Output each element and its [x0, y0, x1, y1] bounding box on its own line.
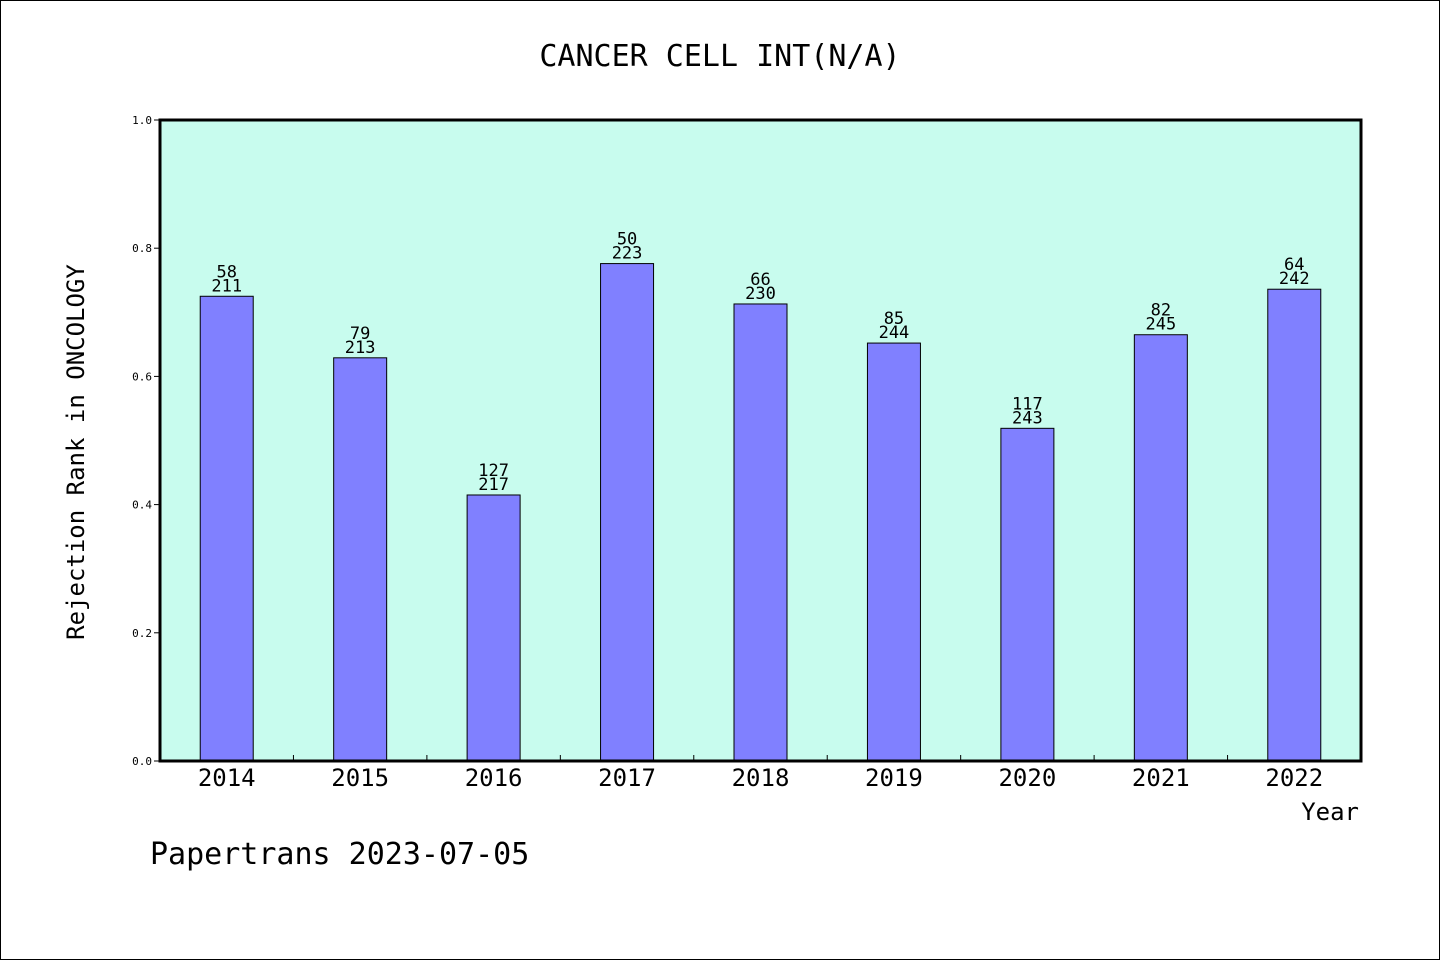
bar-rank-label: 50 [617, 230, 637, 250]
bar-total-label: 242 [1279, 269, 1310, 289]
x-tick-label: 2015 [331, 764, 389, 792]
bar-rank-label: 117 [1012, 394, 1043, 414]
bar-rank-label: 58 [216, 262, 236, 282]
x-tick-label: 2020 [998, 764, 1056, 792]
bar-2016 [466, 494, 521, 762]
watermark-text: Papertrans 2023-07-05 [150, 837, 529, 872]
bar-total-label: 223 [612, 244, 643, 264]
bar-rank-label: 66 [750, 270, 770, 290]
bar-total-label: 244 [879, 323, 910, 343]
y-axis: 0.0 0.2 0.4 0.6 0.8 1.0 [132, 114, 160, 768]
bar-rank-label: 127 [478, 461, 509, 481]
bar-total-label: 243 [1012, 408, 1043, 428]
x-tick-label: 2022 [1265, 764, 1323, 792]
y-tick-label: 1.0 [132, 114, 152, 127]
bar-total-label: 245 [1145, 315, 1176, 335]
bar-2017 [600, 263, 655, 762]
bar-rank-label: 82 [1151, 301, 1171, 321]
bar-rank-label: 64 [1284, 255, 1304, 275]
y-axis-label: Rejection Rank in ONCOLOGY [62, 264, 90, 640]
bar-2022 [1267, 288, 1322, 762]
bar-2021 [1133, 334, 1188, 762]
y-tick-label: 0.0 [132, 755, 152, 768]
plot-border [158, 118, 1363, 763]
bar-total-label: 230 [745, 284, 776, 304]
bar-2015 [333, 357, 388, 762]
x-tick-label: 2021 [1132, 764, 1190, 792]
y-tick-label: 0.6 [132, 370, 152, 383]
x-axis-label: Year [1301, 798, 1359, 826]
y-tick-label: 0.2 [132, 627, 152, 640]
chart-title: CANCER CELL INT(N/A) [539, 39, 900, 74]
bar-2020 [1000, 427, 1055, 762]
x-axis: 2014 2015 2016 2017 2018 2019 2020 2021 2022 [198, 755, 1323, 792]
bar-2018 [733, 303, 788, 762]
bar-2019 [866, 342, 921, 762]
y-tick-label: 0.8 [132, 242, 152, 255]
x-tick-label: 2019 [865, 764, 923, 792]
bar-labels-group: 5821179213127217502236623085244117243822… [211, 230, 1309, 495]
bars-group [199, 263, 1322, 762]
bar-total-label: 217 [478, 475, 509, 495]
bar-rank-label: 79 [350, 324, 370, 344]
x-tick-label: 2017 [598, 764, 656, 792]
bar-total-label: 213 [345, 338, 376, 358]
x-tick-label: 2018 [732, 764, 790, 792]
bar-total-label: 211 [211, 276, 242, 296]
x-tick-label: 2016 [465, 764, 523, 792]
bar-rank-label: 85 [884, 309, 904, 329]
y-tick-label: 0.4 [132, 499, 152, 512]
bar-2014 [199, 295, 254, 762]
x-tick-label: 2014 [198, 764, 256, 792]
